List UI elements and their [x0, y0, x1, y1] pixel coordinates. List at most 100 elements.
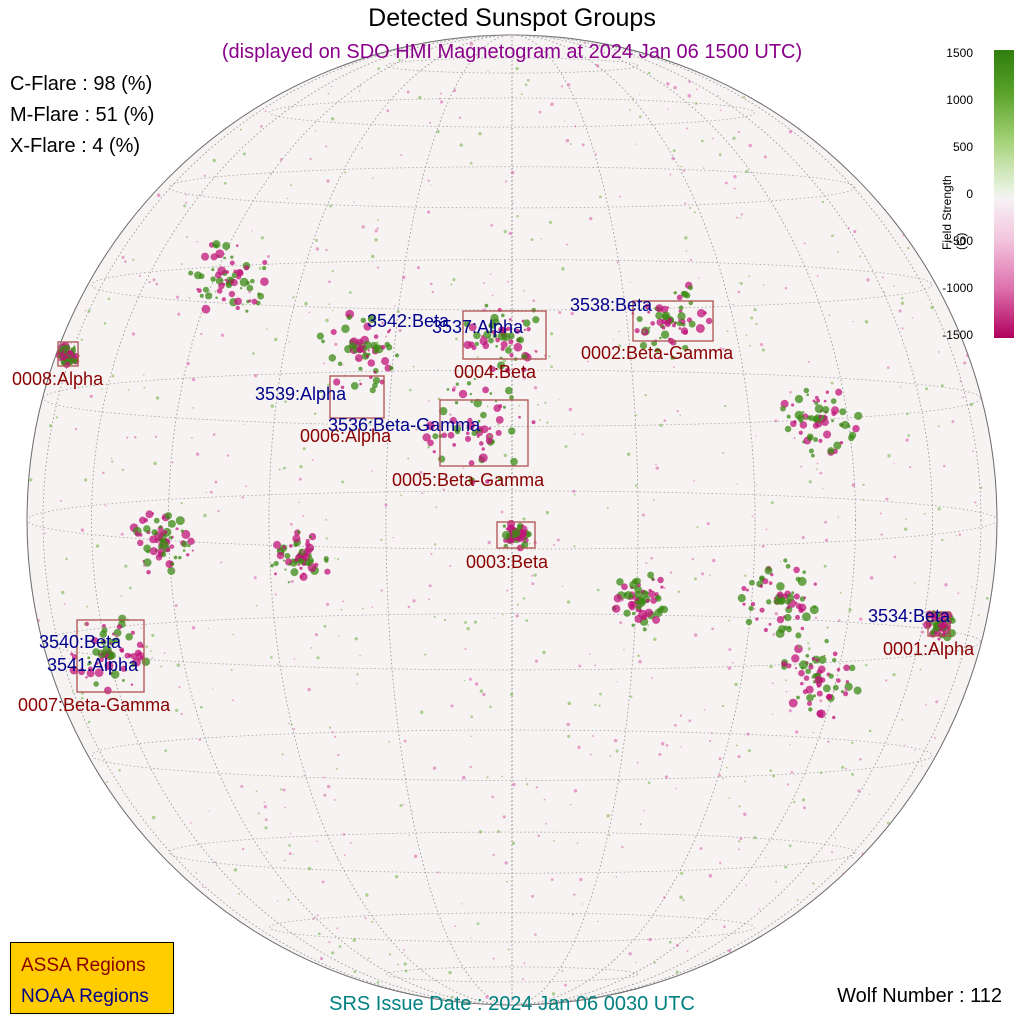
field-speck	[925, 387, 929, 391]
field-speck	[567, 701, 572, 706]
field-patch	[636, 315, 643, 323]
field-patch	[784, 425, 792, 433]
field-patch	[678, 327, 682, 330]
field-speck	[715, 913, 718, 916]
field-patch	[661, 325, 666, 330]
field-speck	[760, 343, 764, 347]
field-patch	[439, 406, 448, 416]
field-speck	[540, 237, 543, 240]
field-speck	[483, 282, 486, 284]
field-speck	[190, 822, 192, 824]
field-patch	[59, 353, 68, 361]
field-speck	[560, 85, 564, 88]
field-speck	[920, 630, 925, 634]
field-speck	[205, 491, 208, 494]
field-patch	[102, 623, 106, 628]
field-speck	[404, 969, 408, 973]
field-patch	[94, 668, 104, 677]
field-speck	[676, 943, 680, 947]
field-speck	[868, 793, 870, 796]
field-speck	[907, 246, 910, 250]
field-patch	[309, 535, 312, 539]
field-patch	[489, 366, 496, 373]
field-speck	[616, 261, 619, 264]
field-speck	[868, 729, 872, 733]
field-speck	[785, 690, 788, 693]
field-patch	[387, 330, 391, 334]
field-patch	[78, 668, 85, 676]
field-speck	[154, 435, 158, 439]
field-speck	[525, 777, 527, 780]
field-patch	[843, 691, 849, 697]
field-speck	[728, 619, 730, 622]
field-patch	[292, 534, 301, 543]
field-speck	[570, 311, 575, 316]
field-patch	[508, 339, 514, 345]
field-patch	[678, 309, 683, 313]
field-patch	[822, 406, 830, 414]
field-speck	[599, 692, 602, 696]
field-speck	[660, 312, 663, 314]
field-speck	[95, 544, 100, 548]
field-speck	[342, 833, 346, 836]
field-speck	[331, 269, 334, 273]
field-speck	[974, 501, 977, 504]
field-patch	[508, 427, 516, 435]
field-speck	[537, 834, 541, 838]
field-patch	[341, 324, 350, 334]
field-patch	[350, 382, 359, 390]
field-patch	[676, 320, 683, 327]
field-speck	[322, 362, 325, 365]
field-speck	[596, 588, 600, 592]
field-speck	[330, 85, 333, 88]
longitude-line	[168, 35, 856, 1005]
field-speck	[335, 767, 338, 770]
field-speck	[679, 895, 683, 900]
field-speck	[309, 157, 312, 160]
assa-label-0004: 0004:Beta	[454, 362, 537, 382]
field-speck	[804, 416, 808, 420]
field-patch	[833, 441, 842, 450]
heliographic-grid	[27, 35, 997, 1005]
field-speck	[173, 569, 175, 571]
field-speck	[689, 258, 693, 262]
field-speck	[807, 647, 811, 651]
field-patch	[644, 303, 651, 310]
field-patch	[791, 403, 795, 407]
field-speck	[253, 374, 258, 378]
field-speck	[214, 480, 218, 484]
field-speck	[522, 517, 526, 521]
field-speck	[579, 878, 583, 882]
field-patch	[794, 394, 804, 404]
page-title: Detected Sunspot Groups	[368, 4, 656, 32]
field-speck	[138, 531, 141, 534]
field-speck	[886, 821, 890, 825]
field-speck	[80, 528, 85, 532]
field-patch	[773, 597, 776, 600]
field-speck	[700, 139, 704, 143]
field-speck	[979, 486, 983, 490]
field-speck	[639, 93, 641, 96]
field-patch	[288, 562, 292, 566]
legend: ASSA Regions NOAA Regions	[10, 942, 174, 1014]
field-speck	[298, 477, 302, 481]
field-patch	[794, 667, 798, 670]
field-speck	[500, 510, 504, 514]
field-patch	[427, 439, 434, 447]
field-patch	[672, 323, 676, 328]
field-patch	[187, 544, 191, 548]
assa-label-0003: 0003:Beta	[466, 552, 549, 572]
field-patch	[660, 330, 670, 339]
field-speck	[316, 840, 318, 843]
field-speck	[638, 115, 642, 119]
field-speck	[374, 229, 378, 233]
field-speck	[473, 620, 478, 624]
field-patch	[180, 529, 184, 533]
field-speck	[508, 231, 513, 236]
field-speck	[709, 574, 711, 577]
field-speck	[407, 605, 411, 609]
field-speck	[418, 95, 422, 100]
field-patch	[832, 715, 836, 720]
field-speck	[851, 483, 856, 487]
field-patch	[500, 340, 508, 349]
